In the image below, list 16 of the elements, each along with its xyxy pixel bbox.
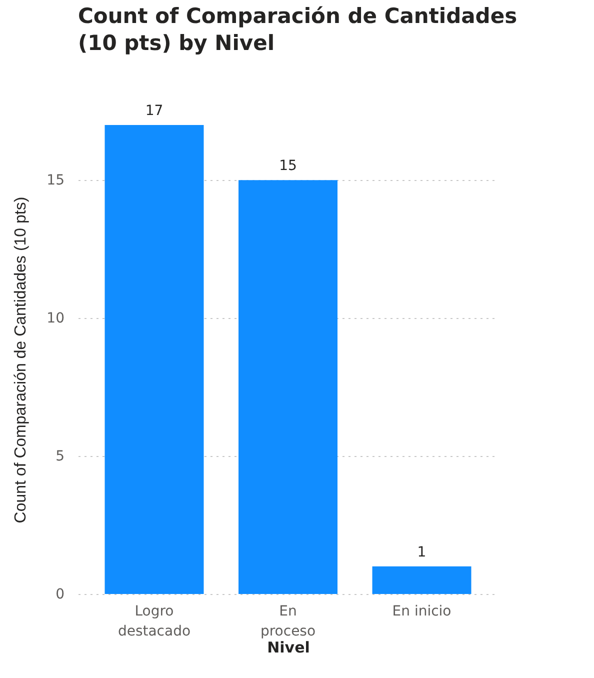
y-tick-label: 10	[46, 310, 64, 327]
y-tick-label: 5	[56, 448, 64, 465]
data-label: 1	[417, 544, 426, 560]
x-tick-label: En proceso	[260, 604, 316, 640]
data-label: 17	[145, 103, 164, 119]
x-tick-label: En inicio	[392, 604, 452, 620]
x-tick-label: Logro destacado	[118, 604, 191, 640]
chart-title: Count of Comparación de Cantidades (10 pts) by Nivel	[78, 4, 518, 55]
bar	[372, 566, 472, 594]
y-tick-label: 15	[46, 172, 64, 189]
bar	[104, 125, 204, 594]
data-label: 15	[279, 158, 297, 174]
y-tick-label: 0	[56, 586, 64, 602]
x-axis-title: Nivel	[267, 638, 310, 656]
bar	[238, 180, 338, 594]
y-axis-title: Count of Comparación de Cantidades (10 pts)	[12, 196, 30, 524]
